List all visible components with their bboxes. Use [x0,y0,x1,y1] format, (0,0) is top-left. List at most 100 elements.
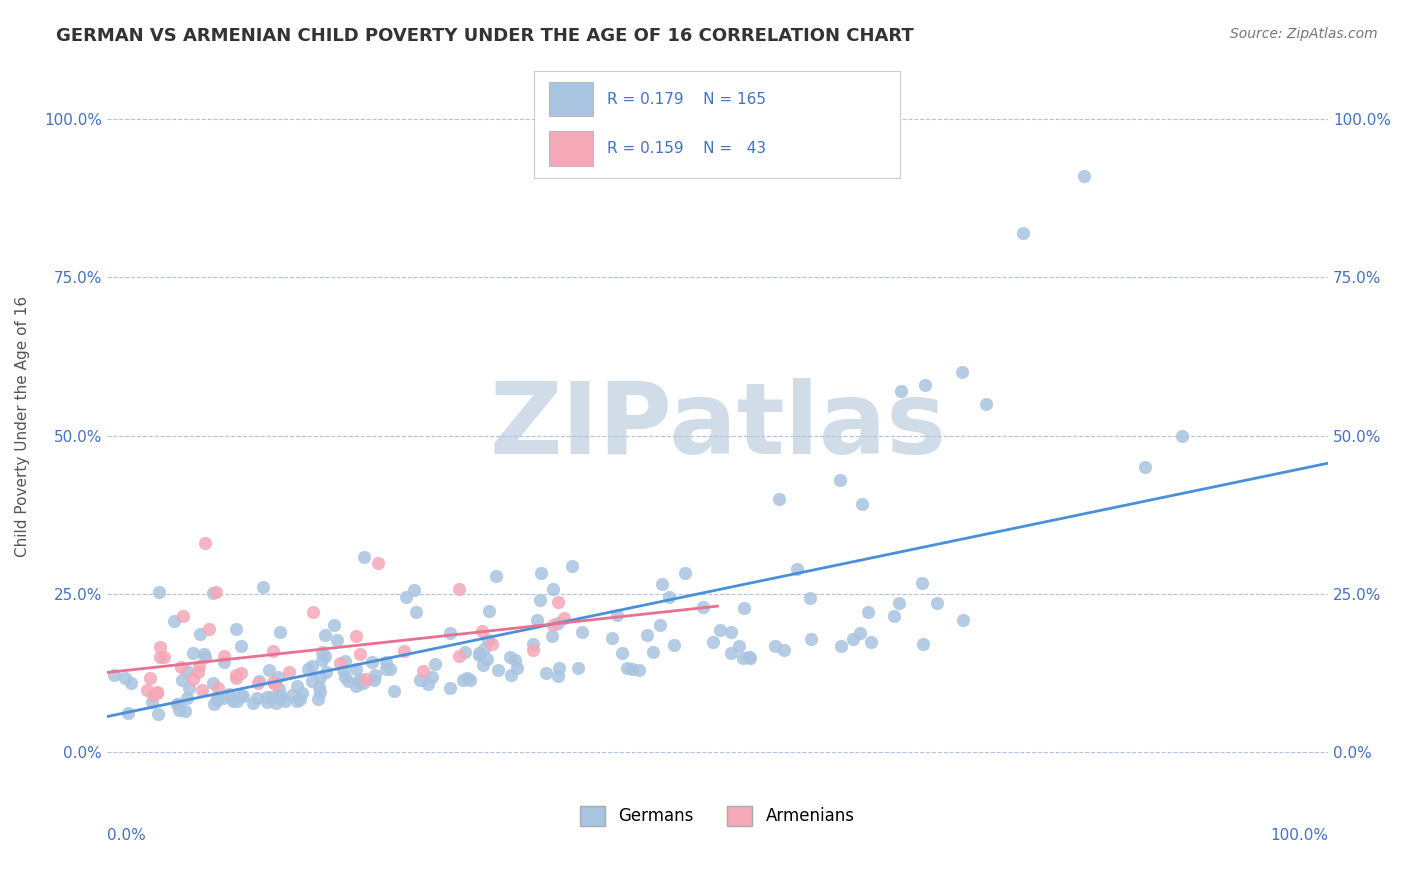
Point [245,691,267,706]
Point [274,694,297,708]
Point [173,704,195,718]
Point [262,643,284,657]
Point [352,676,374,690]
Point [326,632,349,647]
Point [202,697,225,711]
Point [247,676,270,690]
Point [269,689,291,703]
Point [740,651,762,665]
Point [214,656,236,670]
Point [344,662,367,676]
Point [201,586,224,600]
Text: R = 0.179    N = 165: R = 0.179 N = 165 [607,92,766,107]
Point [197,622,219,636]
Point [472,642,495,657]
Point [176,665,198,679]
Point [256,690,278,704]
Point [231,639,253,653]
Point [322,618,344,632]
Point [471,624,494,639]
Point [301,605,323,619]
Point [763,639,786,653]
Point [641,645,664,659]
Point [142,688,165,702]
Point [439,625,461,640]
Point [297,662,319,676]
Point [332,663,354,677]
Point [266,670,288,684]
Point [658,590,681,604]
Point [382,684,405,698]
Point [225,671,247,685]
Point [731,651,754,665]
Point [281,688,304,702]
Point [311,645,333,659]
Point [162,614,184,628]
Point [887,596,910,610]
Point [561,559,583,574]
Point [349,647,371,661]
Point [363,673,385,687]
Point [1073,169,1095,183]
Point [232,689,254,703]
Point [247,674,270,689]
Point [172,608,194,623]
Point [114,671,136,685]
Point [181,646,204,660]
Point [439,681,461,696]
Point [374,655,396,669]
Point [416,676,439,690]
Point [314,628,336,642]
Point [859,634,882,648]
Point [702,635,724,649]
Text: ZIPatlas: ZIPatlas [489,377,946,475]
Point [408,673,430,688]
Point [308,685,330,699]
Point [269,624,291,639]
Point [529,592,551,607]
Point [627,664,650,678]
Point [503,653,526,667]
Point [477,633,499,648]
Point [851,497,873,511]
Point [269,690,291,705]
Point [1133,460,1156,475]
Point [353,549,375,564]
Point [367,556,389,570]
Point [610,647,633,661]
Point [541,618,564,632]
Point [467,648,489,663]
Point [148,585,170,599]
Point [264,677,287,691]
Point [194,649,217,664]
Point [285,694,308,708]
Point [146,684,169,698]
Point [260,690,283,704]
Point [420,670,443,684]
Point [720,625,742,640]
Point [222,694,245,708]
Point [308,680,330,694]
Point [266,696,288,710]
Point [205,693,228,707]
Point [349,672,371,686]
Point [212,690,235,705]
Point [166,697,188,711]
Point [333,654,356,668]
Point [1011,226,1033,240]
Point [606,607,628,622]
Point [506,661,529,675]
Point [472,657,495,672]
Point [166,697,188,711]
Point [177,681,200,695]
Point [481,637,503,651]
Point [329,656,352,670]
Point [950,365,973,379]
Point [301,673,323,688]
Point [786,562,808,576]
Point [456,671,478,685]
Point [169,703,191,717]
Point [201,676,224,690]
Point [547,595,569,609]
Point [291,686,314,700]
